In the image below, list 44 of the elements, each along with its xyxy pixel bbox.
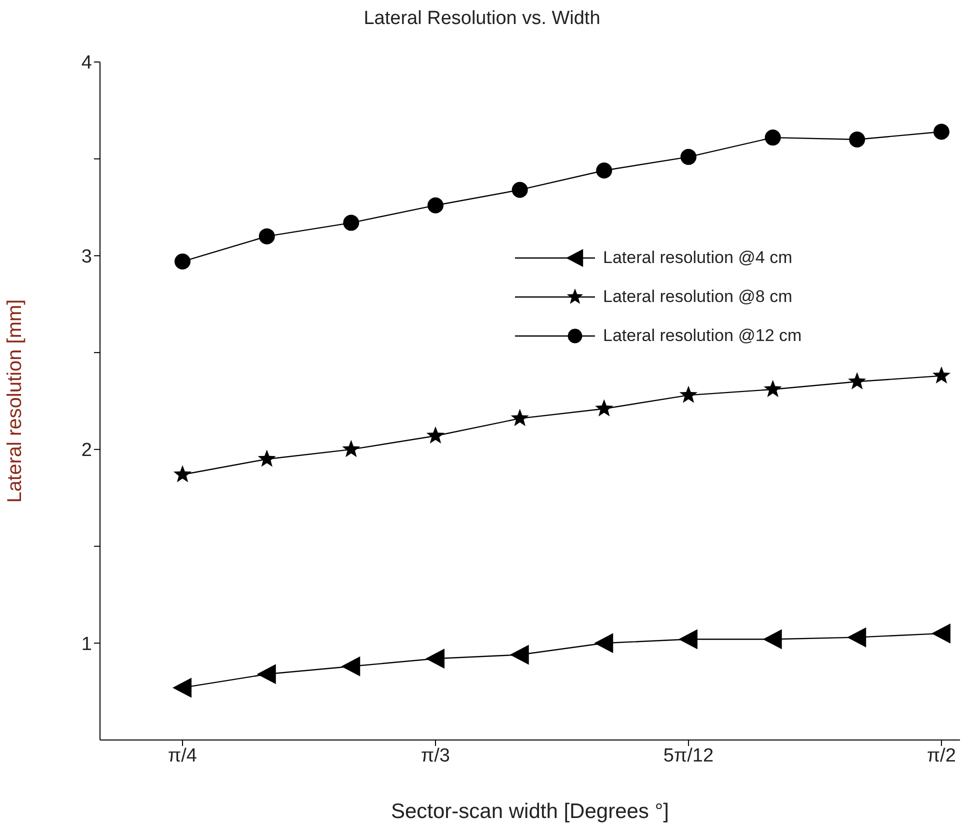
- point: [679, 386, 698, 403]
- point: [848, 372, 866, 390]
- point: [258, 228, 275, 244]
- point: [931, 623, 950, 644]
- point: [762, 629, 782, 650]
- point: [342, 440, 360, 458]
- point: [764, 380, 782, 398]
- y-tick-label: 1: [81, 634, 92, 655]
- point: [174, 254, 191, 270]
- x-axis-title: Sector-scan width [Degrees °]: [390, 800, 670, 824]
- x-tick-label: π/3: [421, 745, 450, 766]
- point: [847, 627, 866, 648]
- point: [932, 366, 950, 384]
- point: [512, 182, 528, 198]
- legend-label: Lateral resolution @12 cm: [603, 326, 802, 346]
- y-tick-label: 3: [81, 246, 92, 268]
- point: [256, 664, 276, 684]
- point: [427, 197, 444, 214]
- point: [678, 629, 698, 650]
- chart-title: Lateral Resolution vs. Width: [362, 8, 602, 30]
- point: [510, 408, 529, 426]
- x-tick-label: π/2: [926, 745, 956, 766]
- point: [258, 450, 276, 467]
- point: [596, 162, 612, 178]
- x-tick-label: π/4: [168, 745, 198, 766]
- point: [426, 426, 445, 444]
- point: [595, 399, 614, 416]
- point: [933, 124, 950, 140]
- point: [594, 633, 614, 654]
- point: [173, 465, 192, 482]
- y-tick-label: 4: [81, 52, 92, 74]
- point: [341, 656, 360, 676]
- y-tick-label: 2: [81, 440, 92, 462]
- point: [680, 148, 696, 165]
- legend-label: Lateral resolution @4 cm: [603, 248, 792, 268]
- point: [343, 214, 360, 231]
- point: [510, 644, 529, 665]
- point: [425, 648, 444, 669]
- legend-label: Lateral resolution @8 cm: [603, 286, 792, 306]
- point: [172, 678, 192, 698]
- point: [764, 130, 781, 146]
- x-tick-label: 5π/12: [663, 745, 714, 766]
- y-axis-title: Lateral resolution [mm]: [4, 299, 26, 503]
- point: [849, 131, 866, 148]
